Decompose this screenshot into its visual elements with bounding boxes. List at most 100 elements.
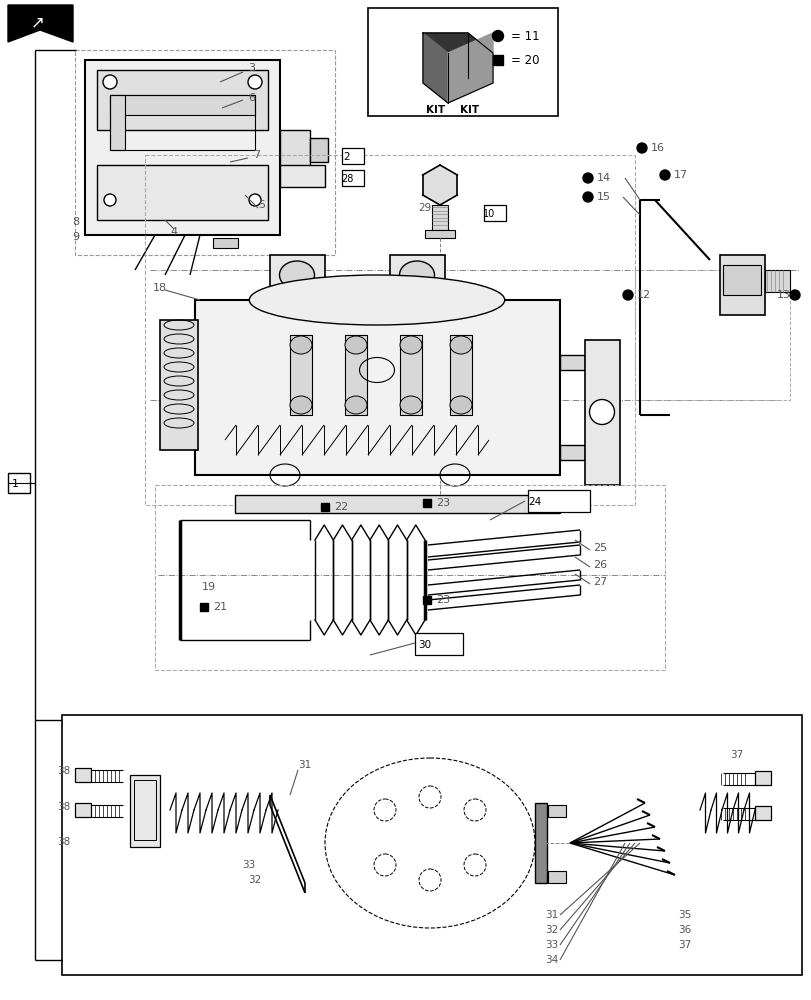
Bar	[754, 771, 770, 785]
Bar	[155, 485, 664, 670]
Text: 4: 4	[169, 227, 177, 237]
Ellipse shape	[449, 396, 471, 414]
Text: 3: 3	[247, 63, 255, 73]
Text: 38: 38	[57, 766, 71, 776]
Ellipse shape	[279, 261, 314, 289]
Ellipse shape	[400, 336, 422, 354]
Circle shape	[659, 170, 669, 180]
Bar	[527, 490, 590, 512]
Bar	[109, 95, 125, 150]
Text: ↗: ↗	[31, 13, 45, 31]
Text: 34: 34	[544, 955, 558, 965]
Ellipse shape	[345, 336, 367, 354]
Polygon shape	[8, 5, 73, 42]
Text: 1: 1	[11, 479, 19, 489]
Bar	[97, 70, 268, 130]
Bar	[560, 355, 584, 370]
Bar	[764, 270, 789, 292]
Text: 31: 31	[298, 760, 311, 770]
Bar	[234, 495, 560, 513]
Circle shape	[622, 290, 633, 300]
Text: 26: 26	[592, 560, 607, 570]
Bar	[200, 603, 208, 611]
Ellipse shape	[249, 194, 260, 206]
Text: 7: 7	[253, 150, 260, 160]
Text: 16: 16	[650, 143, 664, 153]
Text: 37: 37	[729, 750, 742, 760]
Bar	[424, 230, 454, 238]
Bar	[160, 320, 198, 450]
Bar	[400, 335, 422, 415]
Bar	[280, 165, 324, 187]
Bar	[423, 499, 431, 507]
Polygon shape	[423, 33, 492, 53]
Text: 14: 14	[596, 173, 611, 183]
Text: KIT: KIT	[460, 105, 479, 115]
Bar	[414, 633, 462, 655]
Polygon shape	[448, 33, 492, 103]
Bar	[634, 270, 789, 400]
Text: 30: 30	[418, 640, 431, 650]
Text: 32: 32	[544, 925, 558, 935]
Ellipse shape	[345, 396, 367, 414]
Polygon shape	[423, 165, 457, 205]
Text: 23: 23	[436, 595, 449, 605]
Text: 21: 21	[212, 602, 227, 612]
Text: 38: 38	[57, 802, 71, 812]
Bar	[75, 50, 335, 255]
Bar	[547, 871, 565, 883]
Bar	[492, 55, 502, 65]
Text: 23: 23	[436, 498, 449, 508]
Circle shape	[636, 143, 646, 153]
Bar	[754, 806, 770, 820]
Text: 6: 6	[247, 93, 255, 103]
Ellipse shape	[104, 194, 116, 206]
Bar	[8, 473, 30, 493]
Text: 17: 17	[673, 170, 687, 180]
Ellipse shape	[290, 336, 311, 354]
Bar	[320, 503, 328, 511]
Bar	[560, 445, 584, 460]
Text: 2: 2	[343, 152, 350, 162]
Text: 15: 15	[596, 192, 610, 202]
Ellipse shape	[290, 396, 311, 414]
Bar	[389, 255, 444, 305]
Text: 9: 9	[72, 232, 79, 242]
Ellipse shape	[247, 75, 262, 89]
Bar	[195, 300, 560, 475]
Bar	[134, 780, 156, 840]
Text: 27: 27	[592, 577, 607, 587]
Text: 13: 13	[776, 290, 790, 300]
Text: 18: 18	[152, 283, 167, 293]
Bar	[431, 205, 448, 230]
Ellipse shape	[400, 396, 422, 414]
Bar	[341, 170, 363, 186]
Bar	[341, 148, 363, 164]
Text: = 20: = 20	[510, 53, 539, 66]
Text: 8: 8	[72, 217, 79, 227]
Text: 38: 38	[57, 837, 71, 847]
Bar	[449, 335, 471, 415]
Bar	[719, 255, 764, 315]
Text: 24: 24	[528, 497, 541, 507]
Bar	[345, 335, 367, 415]
Circle shape	[789, 290, 799, 300]
Bar	[109, 95, 255, 115]
Bar	[584, 340, 620, 485]
Polygon shape	[423, 33, 448, 103]
Text: = 11: = 11	[510, 29, 539, 42]
Text: 29: 29	[418, 203, 431, 213]
Text: KIT: KIT	[426, 105, 445, 115]
Text: 12: 12	[636, 290, 650, 300]
Text: 35: 35	[677, 910, 690, 920]
Text: 31: 31	[544, 910, 558, 920]
Ellipse shape	[449, 336, 471, 354]
Text: 36: 36	[677, 925, 690, 935]
Bar	[75, 768, 91, 782]
Bar	[62, 715, 801, 975]
Bar	[85, 60, 280, 235]
Bar	[97, 165, 268, 220]
Text: 33: 33	[544, 940, 558, 950]
Text: 19: 19	[202, 582, 216, 592]
Bar	[109, 95, 255, 150]
